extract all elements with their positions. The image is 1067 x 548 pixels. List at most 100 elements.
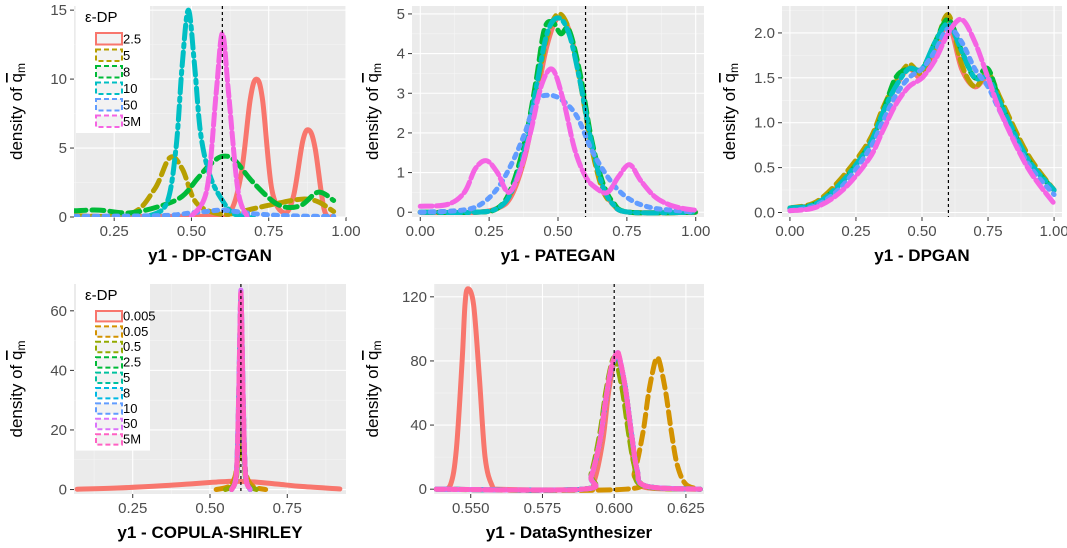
x-tick-label: 1.00 [331, 223, 360, 240]
x-tick-label: 1.00 [1039, 223, 1067, 240]
legend-label: 8 [123, 385, 130, 400]
series-line-8 [74, 153, 337, 216]
y-tick-label: 0.5 [754, 160, 775, 177]
legend-label: 0.05 [123, 324, 148, 339]
x-tick-label: 0.50 [543, 223, 572, 240]
series-line-50 [74, 207, 337, 217]
x-tick-label: 0.50 [195, 500, 224, 517]
legend-key [95, 433, 123, 446]
y-axis-title: density of qm [363, 63, 384, 160]
y-tick-label: 0 [59, 482, 67, 499]
y-tick-label: 10 [50, 71, 67, 88]
x-tick-label: 0.50 [177, 223, 206, 240]
y-axis-title: density of qm [7, 341, 28, 438]
series-group [434, 286, 703, 493]
legend-title: ε-DP [85, 9, 118, 26]
series-group [787, 12, 1057, 214]
x-tick-label: 0.00 [406, 223, 435, 240]
legend-key [95, 81, 123, 95]
legend-key [95, 340, 123, 354]
legend-key [95, 65, 123, 79]
chart-panel-2: 0.00 0.25 0.50 0.75 1.00 0 1 2 3 4 5 y1 - PATEGAN de… [363, 6, 710, 265]
series-line-5M [787, 16, 1057, 214]
y-tick-label: 5 [59, 140, 67, 157]
x-tick-label: 0.75 [254, 223, 283, 240]
y-tick-label: 1.0 [754, 115, 775, 132]
x-tick-label: 0.625 [667, 500, 705, 517]
series-line-10 [145, 7, 256, 217]
series-line-50 [787, 25, 1057, 214]
y-tick-label: 0 [397, 204, 405, 221]
x-tick-label: 0.600 [595, 500, 633, 517]
y-axis-title: density of qm [363, 341, 384, 438]
legend-label: 5 [123, 370, 130, 385]
y-tick-label: 0 [419, 481, 427, 498]
legend-label: 5M [123, 432, 141, 447]
x-tick-label: 0.550 [452, 500, 490, 517]
x-axis-title: y1 - DataSynthesizer [486, 523, 653, 542]
series-group [74, 7, 337, 217]
y-tick-label: 2.0 [754, 25, 775, 42]
series-line-10 [417, 15, 699, 216]
legend-label: 10 [123, 81, 137, 96]
y-tick-label: 40 [50, 362, 67, 379]
y-tick-label: 80 [410, 353, 427, 370]
chart-panel-5: 0.550 0.575 0.600 0.625 0 40 80 120 y1 - DataSyn… [363, 284, 705, 542]
legend-label: 10 [123, 401, 137, 416]
series-group [417, 11, 699, 216]
series-line-5M [417, 66, 699, 213]
x-axis-title: y1 - DPGAN [874, 246, 969, 265]
legend-label: 5 [123, 48, 130, 63]
chart-panel-4: 0.25 0.50 0.75 0 20 40 60 y1 - COPULA-SHIRLEY de… [7, 284, 346, 542]
x-tick-label: 0.25 [475, 223, 504, 240]
y-tick-label: 20 [50, 422, 67, 439]
y-tick-label: 2 [397, 125, 405, 142]
legend-title: ε-DP [85, 287, 118, 304]
legend-label: 2.5 [123, 355, 141, 370]
legend-key [95, 387, 123, 400]
y-tick-label: 120 [402, 289, 427, 306]
legend-key [95, 98, 123, 112]
legend-label: 2.5 [123, 32, 141, 47]
y-tick-label: 1.5 [754, 70, 775, 87]
legend-key [95, 356, 123, 369]
legend-label: 8 [123, 65, 130, 80]
series-line-0.005 [74, 478, 343, 492]
chart-panel-3: 0.00 0.25 0.50 0.75 1.00 0.0 0.5 1.0 1.5 2.0 y1 - … [720, 6, 1067, 265]
legend-key [95, 402, 123, 415]
legend-label: 50 [123, 98, 137, 113]
x-tick-label: 0.75 [973, 223, 1002, 240]
legend-key [95, 371, 123, 385]
legend-key [95, 48, 123, 62]
y-tick-label: 1 [397, 165, 405, 182]
y-tick-label: 5 [397, 6, 405, 23]
y-tick-label: 15 [50, 2, 67, 19]
x-tick-label: 1.00 [681, 223, 710, 240]
y-tick-label: 0.0 [754, 205, 775, 222]
y-tick-label: 4 [397, 46, 405, 63]
y-tick-label: 0 [59, 209, 67, 226]
legend-key [95, 417, 123, 431]
series-line-5M [188, 31, 250, 217]
x-tick-label: 0.75 [273, 500, 302, 517]
x-tick-label: 0.50 [907, 223, 936, 240]
legend-label: 0.5 [123, 339, 141, 354]
x-tick-label: 0.25 [841, 223, 870, 240]
y-tick-label: 3 [397, 85, 405, 102]
x-tick-label: 0.75 [612, 223, 641, 240]
x-tick-label: 0.575 [524, 500, 562, 517]
x-tick-label: 0.00 [775, 223, 804, 240]
x-tick-label: 0.25 [118, 500, 147, 517]
legend-key [95, 32, 123, 46]
x-axis-title: y1 - DP-CTGAN [148, 246, 272, 265]
chart-panel-1: 0.25 0.50 0.75 1.00 0 5 10 15 y1 - DP-CTGAN densi… [7, 2, 361, 265]
y-tick-label: 60 [50, 303, 67, 320]
series-line-5M [434, 350, 703, 493]
y-axis-title: density of qm [720, 63, 741, 160]
legend-label: 5M [123, 114, 141, 129]
x-tick-label: 0.25 [100, 223, 129, 240]
y-axis-title: density of qm [7, 63, 28, 160]
